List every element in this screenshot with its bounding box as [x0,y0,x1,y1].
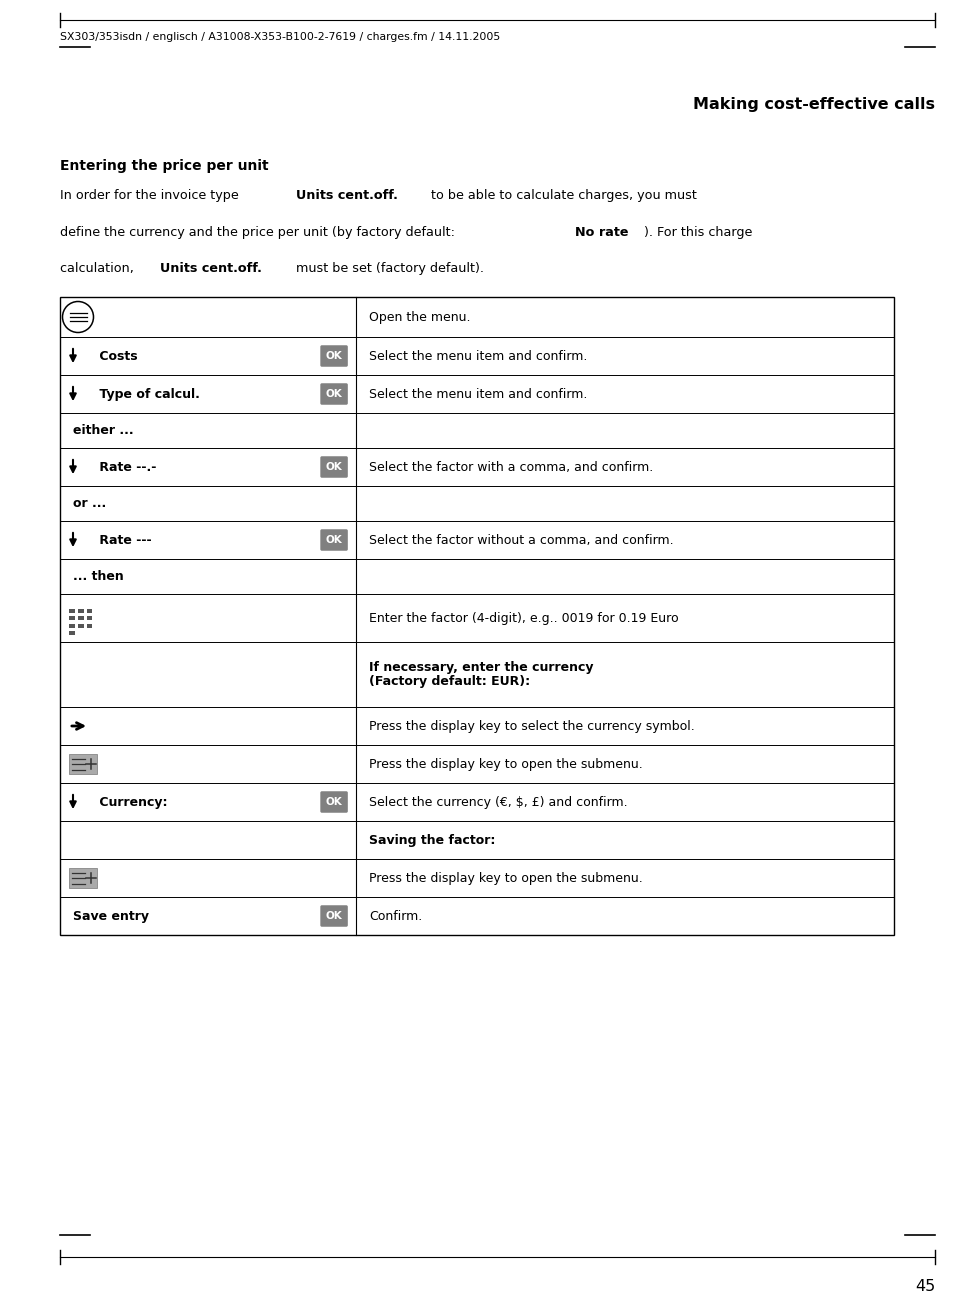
FancyBboxPatch shape [320,906,348,927]
Text: Enter the factor (4-digit), e.g.. 0019 for 0.19 Euro: Enter the factor (4-digit), e.g.. 0019 f… [369,612,678,625]
Text: OK: OK [325,797,342,806]
FancyBboxPatch shape [320,791,348,813]
Text: Press the display key to select the currency symbol.: Press the display key to select the curr… [369,719,694,732]
Bar [60,297,893,935]
Text: Open the menu.: Open the menu. [369,311,470,324]
Text: OK: OK [325,352,342,361]
Text: Select the currency (€, $, £) and confirm.: Select the currency (€, $, £) and confir… [369,796,627,809]
Bar [69,868,97,887]
Text: Select the factor without a comma, and confirm.: Select the factor without a comma, and c… [369,533,673,546]
Bar [70,609,74,613]
Text: Costs: Costs [95,349,137,362]
Text: either ...: either ... [73,423,133,437]
Text: OK: OK [325,461,342,472]
Text: Saving the factor:: Saving the factor: [369,834,495,847]
Text: Save entry: Save entry [73,910,149,923]
Bar [78,616,84,621]
Text: or ...: or ... [73,497,106,510]
Text: ... then: ... then [73,570,124,583]
Text: must be set (factory default).: must be set (factory default). [292,261,483,274]
Text: In order for the invoice type: In order for the invoice type [60,190,242,203]
FancyBboxPatch shape [320,345,348,367]
Text: to be able to calculate charges, you must: to be able to calculate charges, you mus… [427,190,697,203]
Text: OK: OK [325,535,342,545]
Text: Press the display key to open the submenu.: Press the display key to open the submen… [369,758,642,771]
Text: Units cent.off.: Units cent.off. [295,190,397,203]
Text: Currency:: Currency: [95,796,168,809]
Bar [78,623,84,627]
Bar [70,616,74,621]
Text: OK: OK [325,389,342,399]
Text: Units cent.off.: Units cent.off. [160,261,262,274]
Text: Rate --.-: Rate --.- [95,460,156,473]
Text: Rate ---: Rate --- [95,533,152,546]
Bar [87,609,92,613]
Text: Entering the price per unit: Entering the price per unit [60,159,269,173]
Bar [78,609,84,613]
Text: Select the factor with a comma, and confirm.: Select the factor with a comma, and conf… [369,460,653,473]
Text: Press the display key to open the submenu.: Press the display key to open the submen… [369,872,642,885]
Text: OK: OK [325,911,342,921]
FancyBboxPatch shape [320,456,348,478]
Text: Confirm.: Confirm. [369,910,422,923]
Text: (Factory default: EUR):: (Factory default: EUR): [369,676,530,689]
Bar [69,754,97,774]
Bar [70,631,74,635]
Text: ). For this charge: ). For this charge [643,226,752,238]
Text: calculation,: calculation, [60,261,138,274]
Text: Making cost-effective calls: Making cost-effective calls [692,97,934,112]
FancyBboxPatch shape [320,529,348,550]
Text: Type of calcul.: Type of calcul. [95,387,200,400]
Text: Select the menu item and confirm.: Select the menu item and confirm. [369,349,587,362]
Bar [70,623,74,627]
Text: No rate: No rate [575,226,628,238]
FancyBboxPatch shape [320,383,348,405]
Text: 45: 45 [914,1280,934,1294]
Text: SX303/353isdn / englisch / A31008-X353-B100-2-7619 / charges.fm / 14.11.2005: SX303/353isdn / englisch / A31008-X353-B… [60,31,499,42]
Bar [87,623,92,627]
Bar [87,616,92,621]
Text: Select the menu item and confirm.: Select the menu item and confirm. [369,387,587,400]
Text: define the currency and the price per unit (by factory default:: define the currency and the price per un… [60,226,458,238]
Text: If necessary, enter the currency: If necessary, enter the currency [369,661,593,673]
